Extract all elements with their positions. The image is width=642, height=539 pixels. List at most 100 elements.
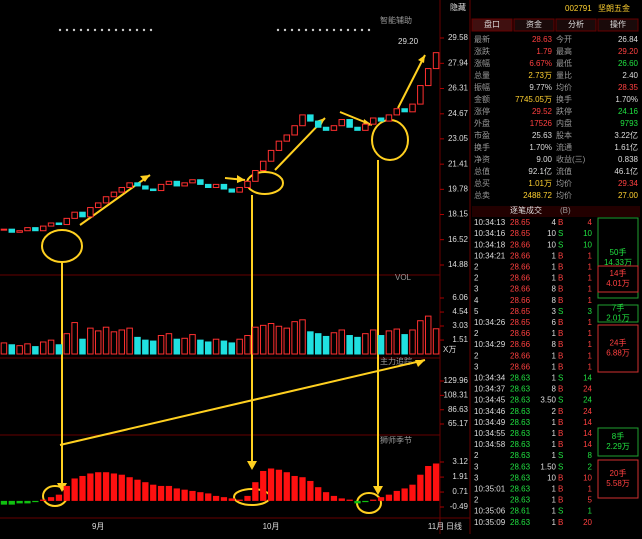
candle <box>322 126 330 131</box>
trade-price: 28.63 <box>510 374 531 383</box>
tab-bg[interactable] <box>471 18 513 32</box>
markers <box>58 28 371 32</box>
indicator-bar <box>236 499 243 501</box>
quote-label: 最高 <box>556 46 572 56</box>
y-tick-label: 16.52 <box>448 235 469 244</box>
volume-bar <box>307 331 314 355</box>
trade-time: 2 <box>474 263 479 272</box>
quote-value: 6.67% <box>529 59 552 68</box>
trade-volume: 1 <box>552 362 557 371</box>
trade-side: B <box>558 440 563 449</box>
quote-value: 26.60 <box>618 59 639 68</box>
candle <box>330 125 338 131</box>
y-tick-label: 18.15 <box>448 210 469 219</box>
quote-label: 涨幅 <box>474 58 490 68</box>
candle <box>118 186 126 193</box>
candle <box>338 119 346 127</box>
panel-title: 狮师季节 <box>380 435 412 445</box>
trade-volume2: 1 <box>588 263 593 272</box>
trade-side: B <box>558 340 563 349</box>
stock-name: 坚朗五金 <box>598 3 630 13</box>
trade-side: B <box>558 473 563 482</box>
candle <box>354 126 361 131</box>
tab[interactable]: 分析 <box>568 19 584 29</box>
y-tick-label: 14.88 <box>448 260 469 269</box>
quote-label: 均价 <box>556 178 572 188</box>
indicator-bar <box>228 498 235 501</box>
indicator-bar <box>40 499 47 501</box>
trade-price: 28.63 <box>510 518 531 527</box>
tab-bg[interactable] <box>555 18 597 32</box>
indicator-bar <box>16 500 23 504</box>
trade-side: S <box>558 451 563 460</box>
volume-bar <box>47 339 55 355</box>
trade-volume2: 5 <box>588 496 593 505</box>
volume-bar <box>149 340 157 355</box>
quote-label: 最低 <box>556 58 572 68</box>
trade-volume: 8 <box>552 385 557 394</box>
trade-side: B <box>558 318 563 327</box>
quote-label: 均价 <box>556 190 572 200</box>
trade-price: 28.65 <box>510 307 531 316</box>
quote-label: 跌停 <box>556 106 572 116</box>
volume-bar <box>252 326 259 355</box>
candle <box>87 207 94 218</box>
volume-bar <box>16 345 23 355</box>
indicator-bar <box>330 495 338 501</box>
tab[interactable]: 资金 <box>526 19 542 29</box>
indicator-bar <box>244 495 251 501</box>
tab[interactable]: 操作 <box>610 19 626 29</box>
candle <box>369 117 377 125</box>
trade-volume: 10 <box>547 240 556 249</box>
trade-price: 28.63 <box>510 429 531 438</box>
quote-value: 28.63 <box>532 35 553 44</box>
trade-volume2: 24 <box>583 385 592 394</box>
trade-side: B <box>558 274 563 283</box>
trade-volume2: 4 <box>588 218 593 227</box>
candle <box>94 202 102 209</box>
tab[interactable]: 盘口 <box>484 19 500 29</box>
quote-label: 总量 <box>474 70 490 80</box>
hide-button[interactable]: 隐藏 <box>450 2 466 12</box>
volume-bar <box>377 335 385 355</box>
candle <box>55 222 63 226</box>
indicator-bar <box>338 498 345 501</box>
trade-volume: 1 <box>552 429 557 438</box>
trade-time: 3 <box>474 285 479 294</box>
candle <box>165 180 173 185</box>
indicator-bar <box>212 495 220 501</box>
candle <box>197 179 204 185</box>
trade-time: 10:34:37 <box>474 385 506 394</box>
trade-side: B <box>558 407 563 416</box>
volume-bar <box>197 339 204 355</box>
volume-bar <box>181 337 188 355</box>
quote-label: 量比 <box>556 70 572 80</box>
quote-value: 3.22亿 <box>614 130 638 140</box>
group-count: 24手 <box>610 338 627 348</box>
volume-bar <box>283 327 291 355</box>
candle <box>79 211 86 218</box>
quote-label: 流通 <box>556 142 572 152</box>
y-tick-label: 27.94 <box>448 58 469 67</box>
tab-bg[interactable] <box>597 18 639 32</box>
quote-value: 1.01万 <box>528 179 552 188</box>
candle <box>189 179 196 184</box>
indicator-bar <box>205 493 212 501</box>
trade-side: B <box>558 351 563 360</box>
period[interactable]: 日线 <box>446 521 462 531</box>
y-tick-label: 129.96 <box>444 376 469 385</box>
volume-bar <box>330 332 338 355</box>
volume-bar <box>157 335 165 355</box>
trade-volume2: 14 <box>583 418 592 427</box>
trade-time: 10:34:29 <box>474 340 506 349</box>
assist-label[interactable]: 智能辅助 <box>380 15 412 25</box>
volume-bar <box>401 334 408 355</box>
y-tick-label: 4.54 <box>452 307 468 316</box>
volume-bar <box>102 326 110 355</box>
indicator-bar <box>150 484 157 501</box>
indicator-bar <box>157 485 165 501</box>
tab-bg[interactable] <box>513 18 555 32</box>
indicator-bar <box>377 497 385 501</box>
quote-value: 2.73万 <box>528 71 552 80</box>
